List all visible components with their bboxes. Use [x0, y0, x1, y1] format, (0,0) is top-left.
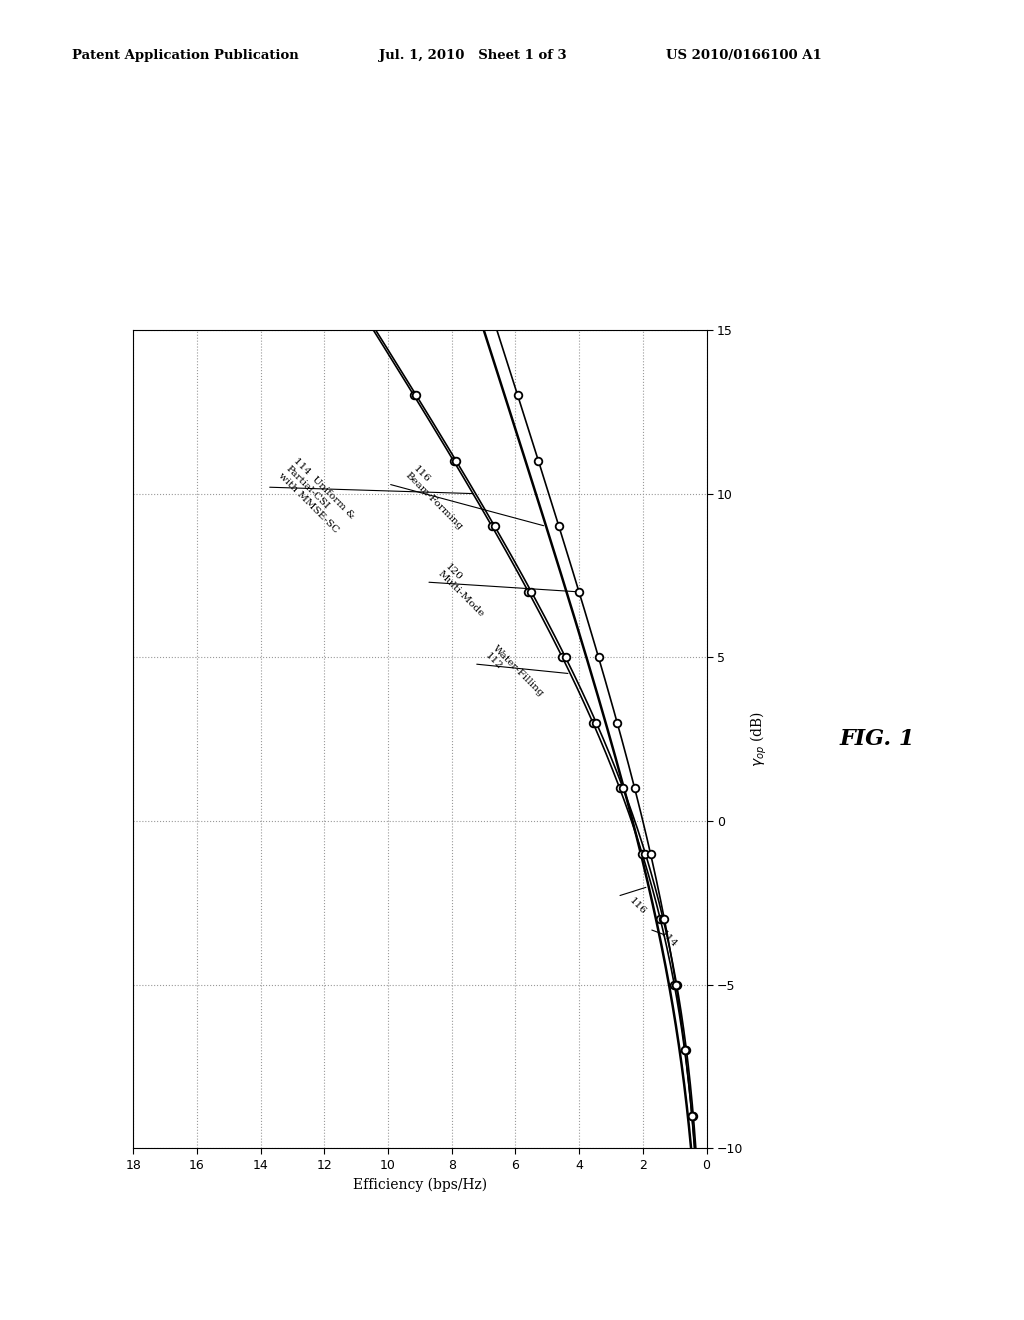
Text: Water-Filling
112: Water-Filling 112 [483, 644, 546, 706]
Text: 116
Beam-Forming: 116 Beam-Forming [403, 463, 472, 532]
Text: FIG. 1: FIG. 1 [840, 729, 915, 750]
X-axis label: Efficiency (bps/Hz): Efficiency (bps/Hz) [353, 1177, 486, 1192]
Text: Patent Application Publication: Patent Application Publication [72, 49, 298, 62]
Text: 116: 116 [627, 896, 647, 917]
Y-axis label: $\gamma_{op}$ (dB): $\gamma_{op}$ (dB) [749, 711, 769, 767]
Text: 114: 114 [658, 929, 679, 949]
Text: 114  Uniform &
Partial-CSI
with MMSE-SC: 114 Uniform & Partial-CSI with MMSE-SC [276, 457, 355, 536]
Text: US 2010/0166100 A1: US 2010/0166100 A1 [666, 49, 821, 62]
Text: Jul. 1, 2010   Sheet 1 of 3: Jul. 1, 2010 Sheet 1 of 3 [379, 49, 566, 62]
Text: 120
Multi-Mode: 120 Multi-Mode [436, 562, 493, 619]
